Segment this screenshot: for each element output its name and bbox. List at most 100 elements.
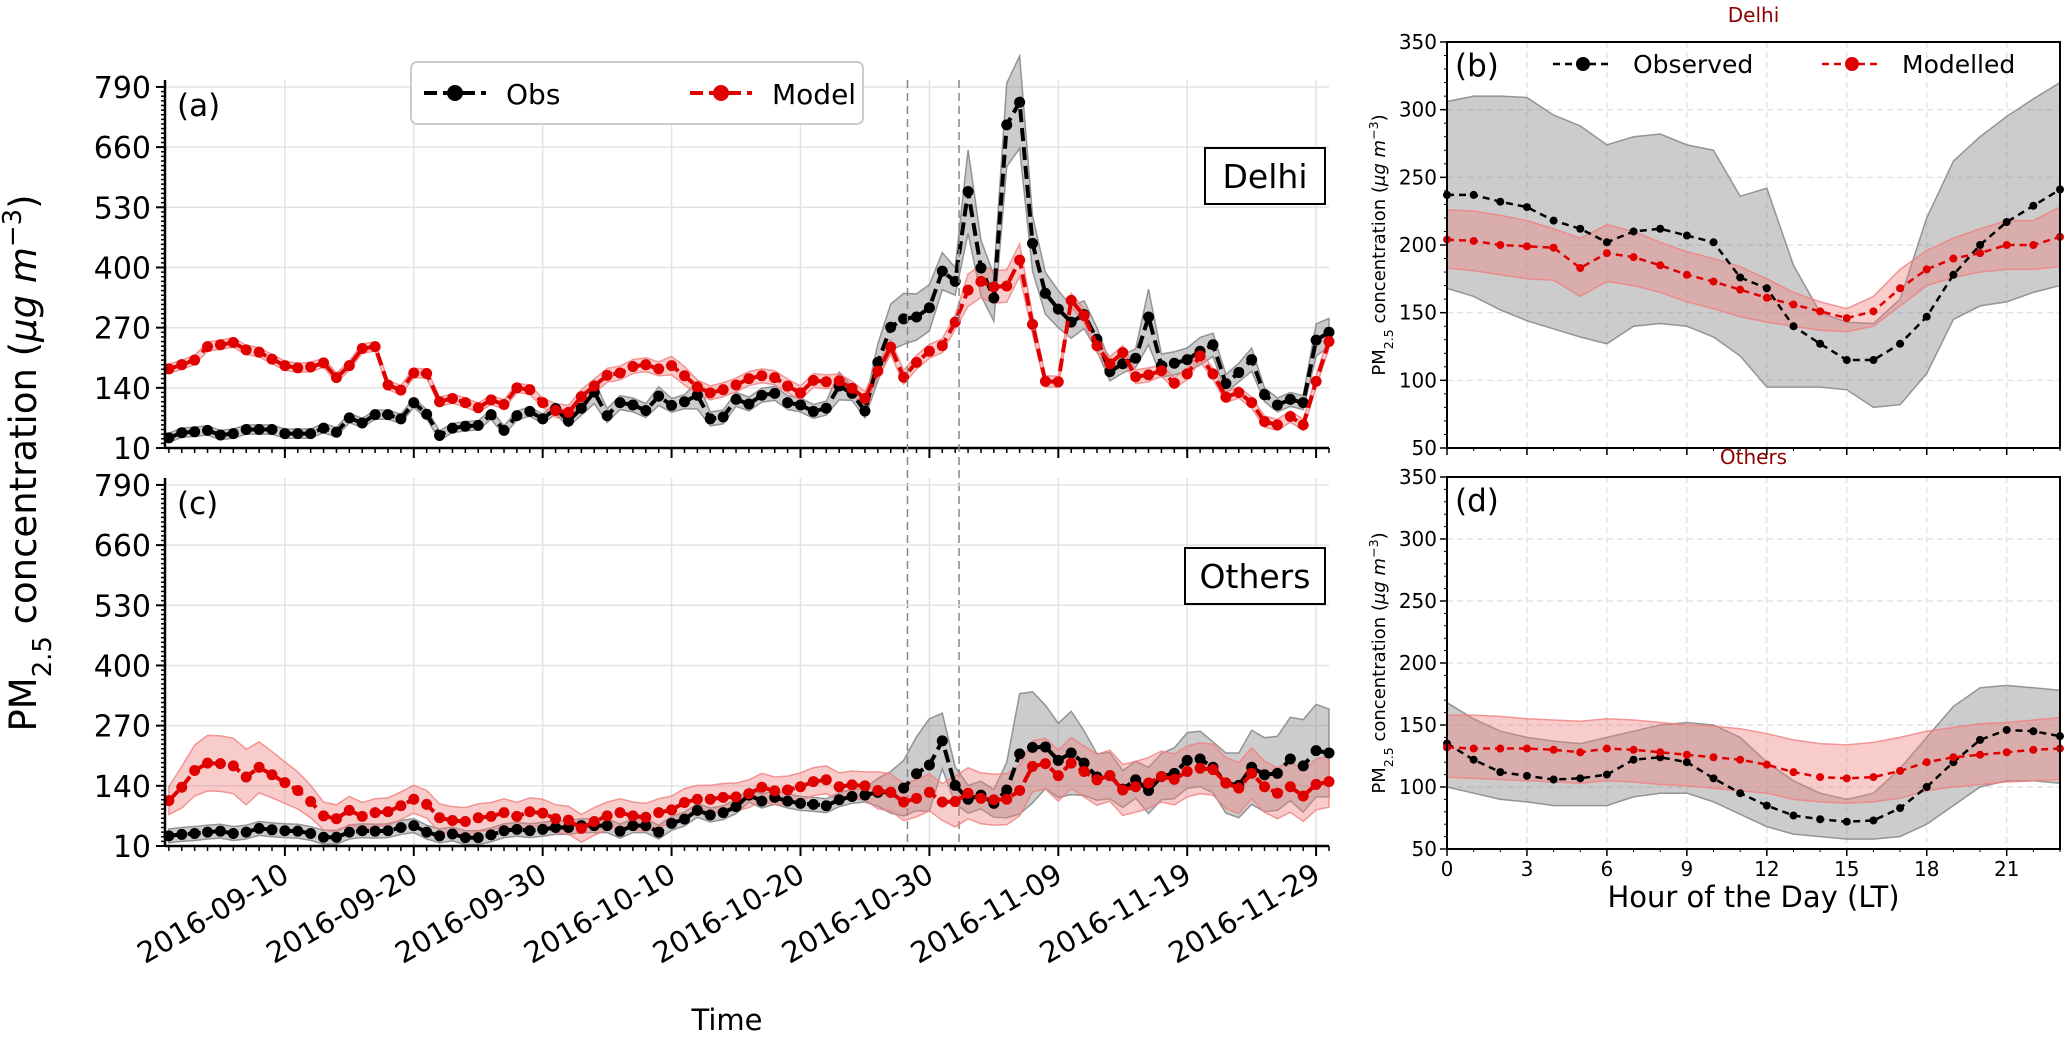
obs-point [1039, 287, 1051, 299]
model-point [1323, 336, 1335, 348]
obs-point [756, 795, 768, 807]
obs-point [923, 302, 935, 314]
panel-c: 101402704005306607902016-09-102016-09-20… [94, 469, 1335, 1037]
x-tick-label: 9 [1681, 857, 1694, 881]
model-point [562, 406, 574, 418]
obs-point [807, 405, 819, 417]
obs-point [202, 826, 214, 838]
model-point [756, 370, 768, 382]
obs-point [640, 405, 652, 417]
modelled-point [1922, 265, 1931, 274]
model-point [1246, 767, 1258, 779]
obs-point [730, 801, 742, 813]
modelled-point [1602, 744, 1611, 753]
model-point [575, 822, 587, 834]
observed-point [1496, 197, 1505, 206]
modelled-point [1976, 249, 1985, 258]
obs-point [1027, 237, 1039, 249]
modelled-point [1576, 264, 1585, 273]
obs-point [1220, 378, 1232, 390]
obs-point [356, 417, 368, 429]
obs-point [743, 398, 755, 410]
y-tick-label: 270 [94, 710, 151, 745]
model-point [266, 769, 278, 781]
obs-point [936, 735, 948, 747]
observed-point [1549, 216, 1558, 225]
obs-point [485, 409, 497, 421]
obs-point [769, 387, 781, 399]
model-point [1284, 411, 1296, 423]
ylabel-sup: −3 [1366, 121, 1381, 140]
obs-point [459, 420, 471, 432]
obs-point [614, 397, 626, 409]
model-point [1310, 778, 1322, 790]
obs-point [717, 807, 729, 819]
model-point [730, 379, 742, 391]
observed-point [1522, 203, 1531, 212]
model-point [1014, 254, 1026, 266]
obs-point [227, 428, 239, 440]
observed-point [1896, 339, 1905, 348]
modelled-point [1496, 241, 1505, 249]
model-point [717, 384, 729, 396]
obs-point [305, 428, 317, 440]
obs-point [1039, 741, 1051, 753]
observed-line [1447, 188, 2061, 362]
model-point [511, 810, 523, 822]
obs-point [292, 825, 304, 837]
obs-point [885, 321, 897, 333]
obs-point [408, 397, 420, 409]
ylabel-unit: μg m [2, 247, 45, 343]
obs-point [292, 428, 304, 440]
observed-point [1869, 356, 1878, 365]
model-point [472, 812, 484, 824]
observed-point [1469, 755, 1478, 764]
observed-point [1762, 284, 1771, 293]
model-point [382, 379, 394, 391]
observed-point [1869, 816, 1878, 825]
obs-point [550, 821, 562, 833]
model-point [537, 397, 549, 409]
obs-point [537, 413, 549, 425]
model-point [588, 815, 600, 827]
model-point [524, 384, 536, 396]
model-point [1297, 419, 1309, 431]
model-point [1130, 371, 1142, 383]
model-point [214, 758, 226, 770]
y-axis-title: PM2.5 concentration (μg m−3) [1366, 532, 1396, 793]
modelled-point [1522, 242, 1531, 251]
model-point [885, 341, 897, 353]
obs-point [1310, 745, 1322, 757]
model-point [782, 784, 794, 796]
model-point [1143, 777, 1155, 789]
modelled-point [2029, 745, 2038, 754]
modelled-point [1656, 261, 1665, 270]
model-point [704, 387, 716, 399]
model-point [1039, 375, 1051, 387]
model-point [1052, 376, 1064, 388]
model-point [240, 344, 252, 356]
model-point [666, 804, 678, 816]
obs-point [395, 821, 407, 833]
obs-point [343, 826, 355, 838]
modelled-point [1522, 744, 1531, 753]
obs-point [176, 828, 188, 840]
legend-label-obs: Obs [506, 78, 560, 111]
ylabel-mid: concentration ( [2, 342, 45, 636]
obs-point [1001, 119, 1013, 131]
y-tick-label: 50 [1412, 436, 1437, 460]
obs-point [678, 813, 690, 825]
model-point [627, 361, 639, 373]
model-point [1207, 368, 1219, 380]
obs-point [1194, 753, 1206, 765]
y-tick-label: 200 [1399, 651, 1437, 675]
obs-point [1143, 311, 1155, 323]
y-tick-label: 790 [94, 71, 151, 106]
model-point [434, 396, 446, 408]
legend-box [410, 61, 864, 125]
model-point [1001, 280, 1013, 292]
model-point [975, 275, 987, 287]
y-tick-label: 100 [1399, 368, 1437, 392]
model-point [678, 796, 690, 808]
